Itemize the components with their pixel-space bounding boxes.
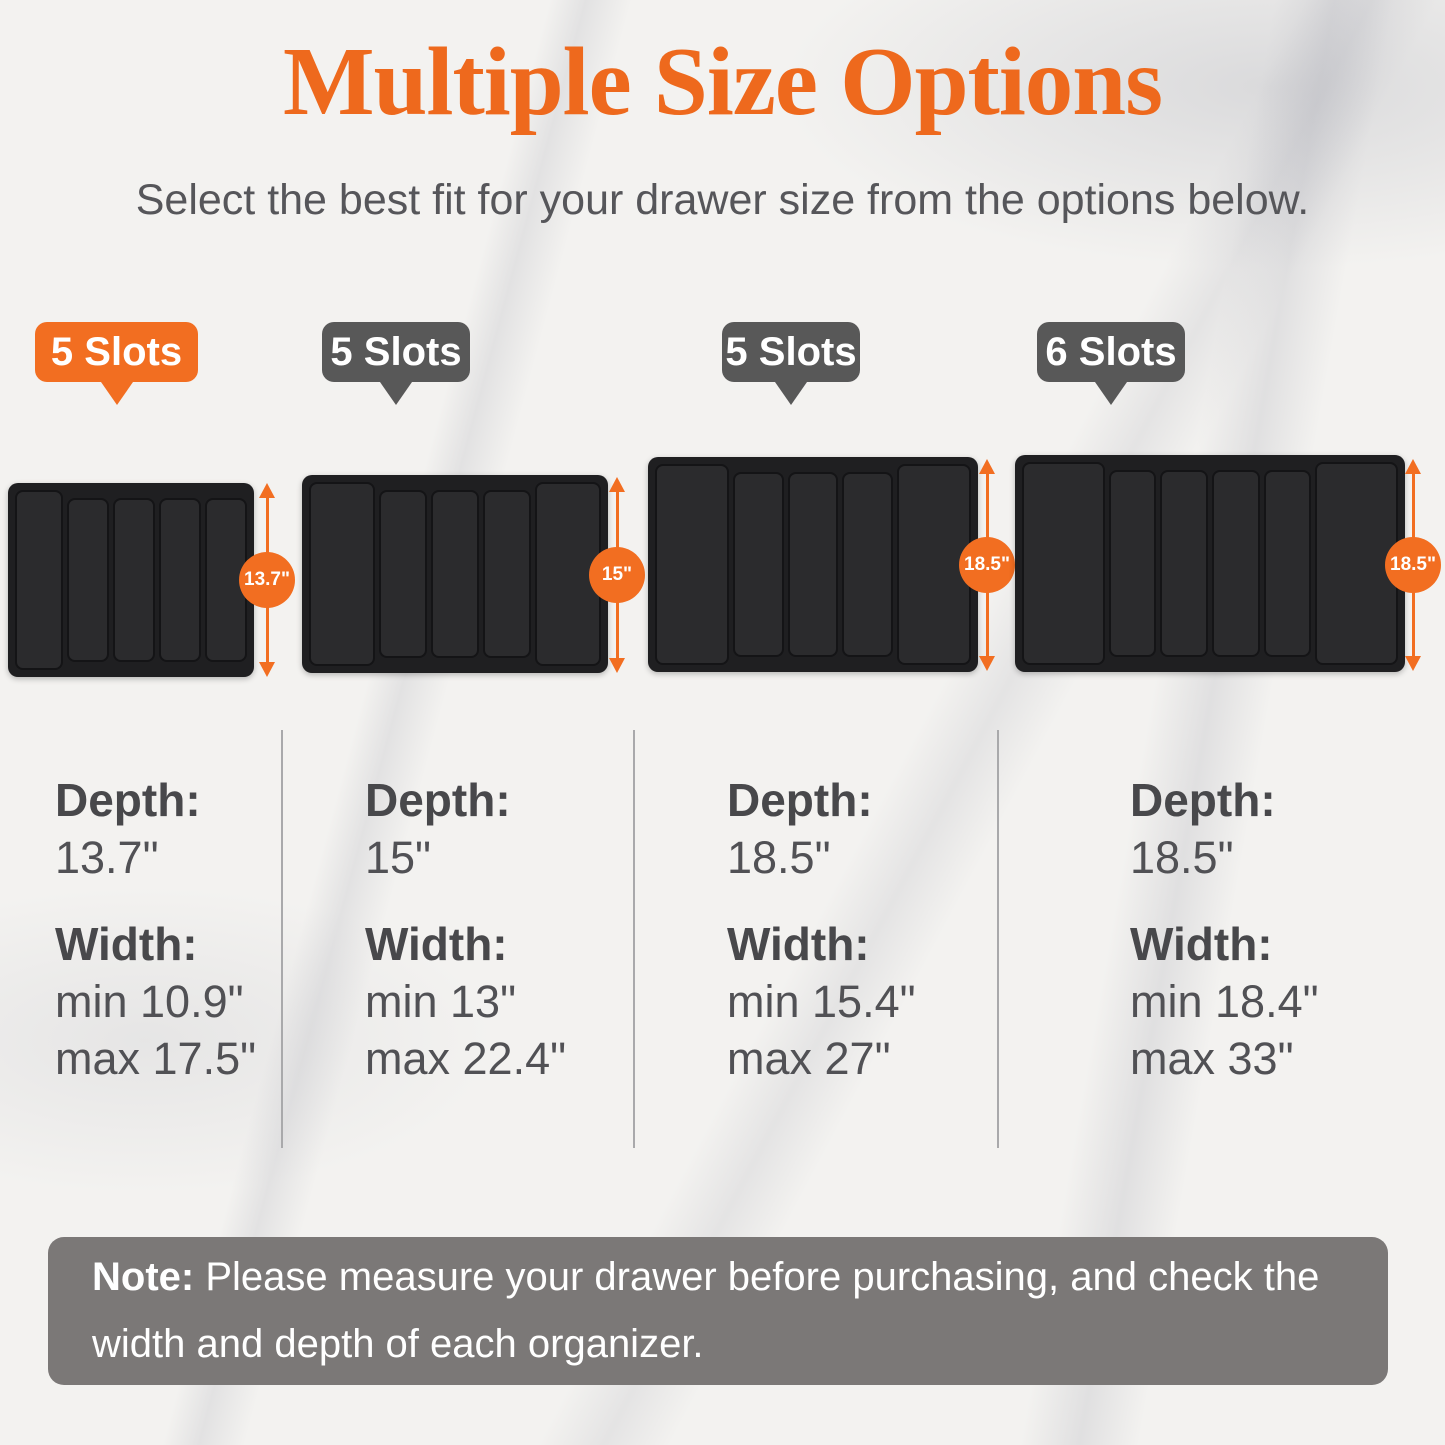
badge-option-3-slots: 5 Slots [722, 322, 860, 382]
width-min-value: min 13" [365, 976, 517, 1027]
organizer-image-4 [1015, 455, 1405, 672]
depth-value: 15" [365, 832, 432, 883]
column-divider [281, 730, 283, 1148]
arrow-down-icon [1405, 656, 1421, 671]
note-body: Please measure your drawer before purcha… [92, 1255, 1320, 1366]
organizer-3-compartment [655, 464, 729, 665]
height-callout-4: 18.5" [1385, 537, 1441, 593]
organizer-2-compartment [430, 490, 480, 658]
depth-value: 18.5" [1130, 832, 1234, 883]
height-callout-2: 15" [589, 547, 645, 603]
organizer-3-compartment [787, 472, 839, 657]
page-title: Multiple Size Options [283, 28, 1163, 135]
depth-label: Depth: [1130, 774, 1276, 826]
note-text: Note: Please measure your drawer before … [92, 1244, 1338, 1378]
width-max-value: max 17.5" [55, 1033, 257, 1084]
depth-label: Depth: [365, 774, 511, 826]
organizer-2-compartment [483, 490, 532, 658]
height-callout-3: 18.5" [959, 537, 1015, 593]
width-max-value: max 27" [727, 1033, 891, 1084]
arrow-up-icon [609, 477, 625, 492]
width-min-value: min 15.4" [727, 976, 916, 1027]
arrow-down-icon [259, 662, 275, 677]
organizer-1-compartment [66, 498, 109, 662]
note-box: Note: Please measure your drawer before … [48, 1237, 1388, 1385]
measure-arrow-3: 18.5" [959, 459, 1015, 671]
badge-option-4-slots: 6 Slots [1037, 322, 1185, 382]
arrow-down-icon [609, 658, 625, 673]
measure-arrow-4: 18.5" [1385, 459, 1441, 671]
width-max-value: max 33" [1130, 1033, 1294, 1084]
width-label: Width: [727, 918, 870, 970]
width-label: Width: [55, 918, 198, 970]
depth-label: Depth: [55, 774, 201, 826]
organizer-4-compartment [1315, 462, 1398, 665]
arrow-up-icon [1405, 459, 1421, 474]
organizer-2-compartment [309, 482, 375, 666]
organizer-1-compartment [15, 490, 63, 670]
height-callout-1: 13.7" [239, 552, 295, 608]
arrow-up-icon [979, 459, 995, 474]
organizer-4-compartment [1160, 470, 1208, 657]
measure-arrow-1: 13.7" [239, 483, 295, 677]
organizer-1-compartment [158, 498, 201, 662]
organizer-4-compartment [1022, 462, 1105, 665]
depth-value: 13.7" [55, 832, 159, 883]
column-divider [997, 730, 999, 1148]
organizer-3-compartment [842, 472, 894, 657]
organizer-4-compartment [1108, 470, 1157, 657]
organizer-1-compartment [112, 498, 155, 662]
organizer-image-1 [8, 483, 254, 677]
organizer-3-compartment [733, 472, 784, 657]
organizer-4-compartment [1212, 470, 1260, 657]
specs-option-4: Depth: 18.5" Width: min 18.4" max 33" [1130, 772, 1319, 1087]
badge-option-1-slots: 5 Slots [35, 322, 198, 382]
depth-value: 18.5" [727, 832, 831, 883]
width-min-value: min 10.9" [55, 976, 244, 1027]
specs-option-1: Depth: 13.7" Width: min 10.9" max 17.5" [55, 772, 256, 1087]
note-label: Note: [92, 1255, 195, 1299]
arrow-up-icon [259, 483, 275, 498]
organizer-4-compartment [1263, 470, 1312, 657]
organizer-3-compartment [897, 464, 972, 665]
width-label: Width: [1130, 918, 1273, 970]
depth-label: Depth: [727, 774, 873, 826]
specs-option-2: Depth: 15" Width: min 13" max 22.4" [365, 772, 566, 1087]
badge-option-2-slots: 5 Slots [322, 322, 470, 382]
width-label: Width: [365, 918, 508, 970]
organizer-image-3 [648, 457, 978, 672]
width-min-value: min 18.4" [1130, 976, 1319, 1027]
specs-option-3: Depth: 18.5" Width: min 15.4" max 27" [727, 772, 916, 1087]
page-subtitle: Select the best fit for your drawer size… [135, 176, 1310, 224]
organizer-image-2 [302, 475, 608, 673]
measure-arrow-2: 15" [589, 477, 645, 673]
organizer-2-compartment [378, 490, 427, 658]
arrow-down-icon [979, 656, 995, 671]
column-divider [633, 730, 635, 1148]
width-max-value: max 22.4" [365, 1033, 567, 1084]
